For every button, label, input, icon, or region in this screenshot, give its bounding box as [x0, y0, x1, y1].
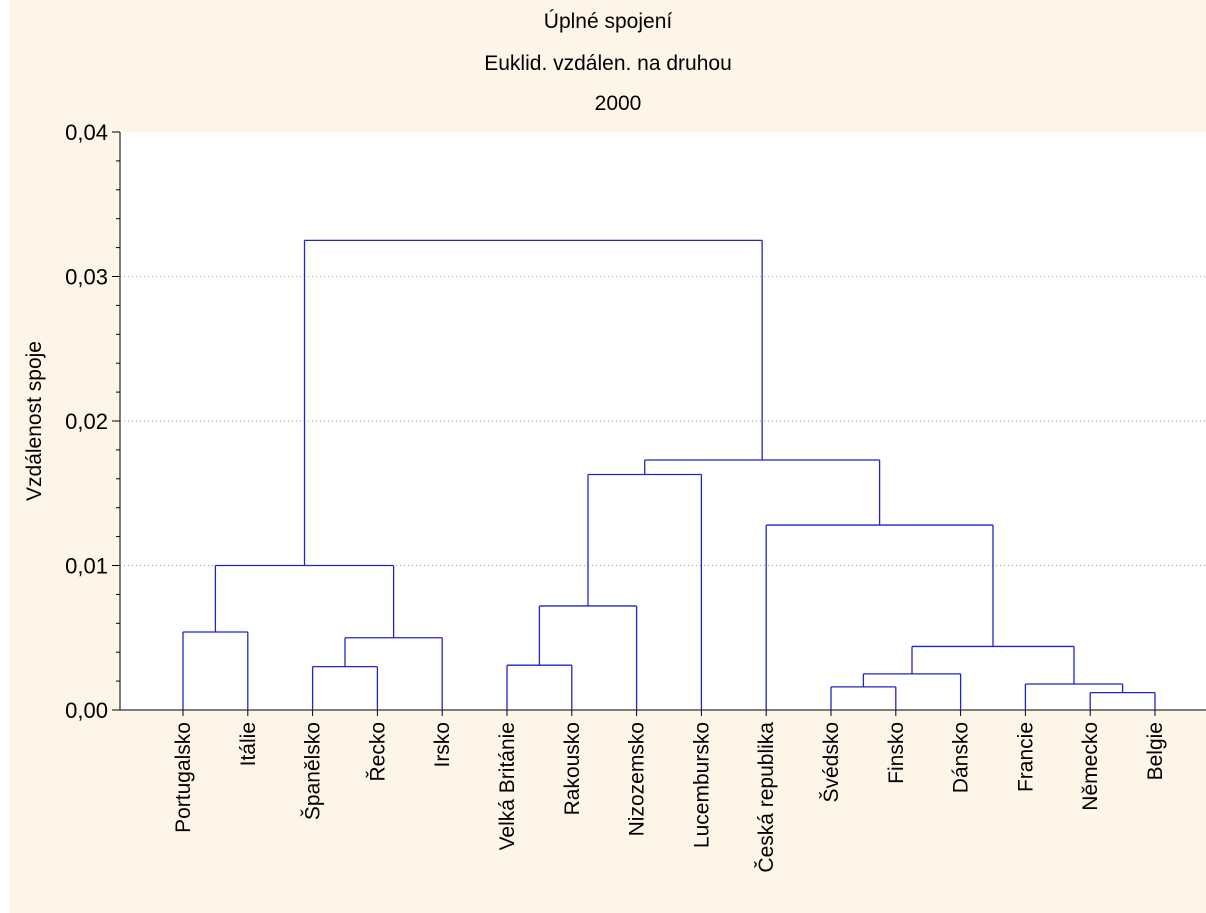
leaf-label: Řecko [366, 722, 389, 782]
leaf-label: Itálie [237, 722, 260, 766]
y-tick-label: 0,01 [65, 554, 108, 579]
leaf-label: Francie [1014, 722, 1037, 792]
leaf-label: Německo [1079, 722, 1102, 811]
leaf-label: Belgie [1144, 722, 1167, 780]
leaf-label: Dánsko [950, 722, 973, 793]
leaf-label: Švédsko [820, 722, 843, 803]
y-tick-label: 0,02 [65, 409, 108, 434]
leaf-label: Španělsko [302, 722, 325, 820]
leaf-label: Česká republika [755, 722, 778, 873]
leaf-label: Irsko [431, 722, 454, 768]
y-tick-label: 0,00 [65, 698, 108, 723]
leaf-label: Lucembursko [690, 722, 713, 848]
leaf-label: Rakousko [561, 722, 584, 815]
y-tick-label: 0,03 [65, 265, 108, 290]
chart-title: Úplné spojení [543, 10, 673, 33]
chart-year: 2000 [594, 92, 642, 115]
leaf-label: Nizozemsko [626, 722, 649, 836]
leaf-label: Portugalsko [172, 722, 195, 833]
chart-subtitle: Euklid. vzdálen. na druhou [484, 52, 732, 75]
y-tick-label: 0,04 [65, 120, 108, 145]
leaf-label: Velká Británie [496, 722, 519, 850]
leaf-label: Finsko [885, 722, 908, 784]
